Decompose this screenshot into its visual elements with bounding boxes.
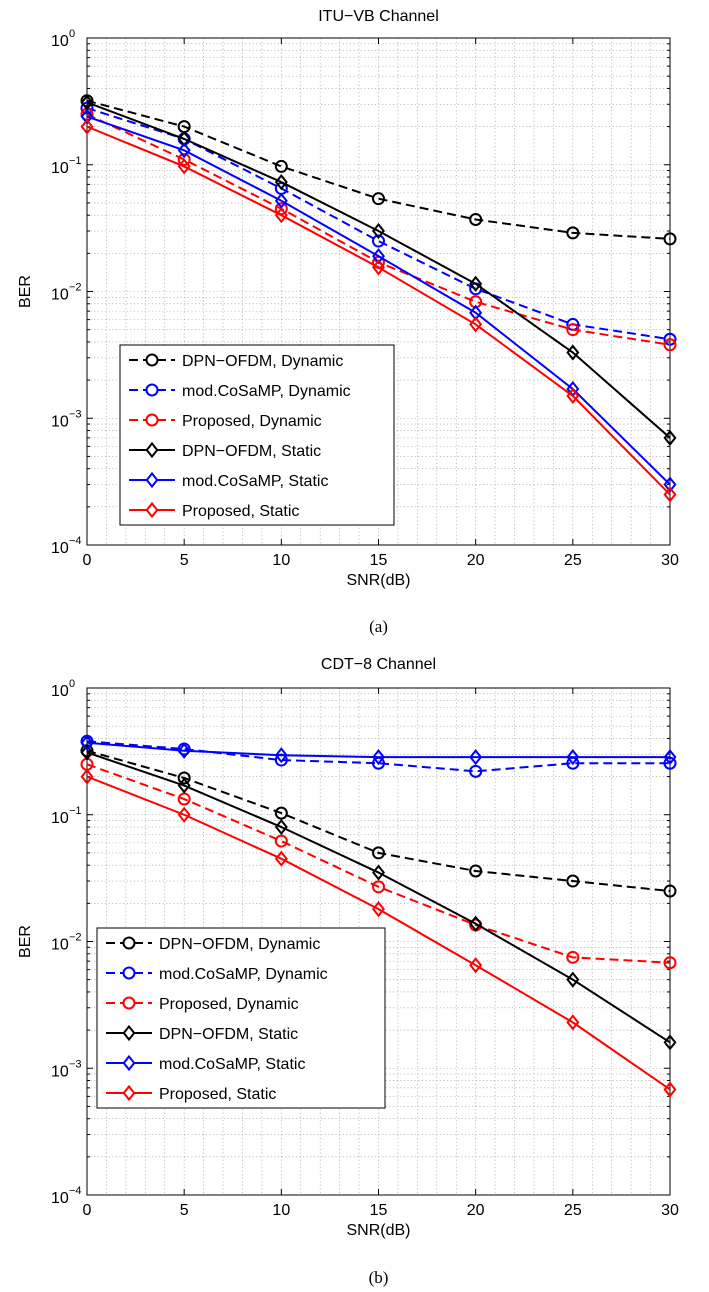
x-tick-label: 5 xyxy=(180,1202,189,1219)
y-tick-label-base: 10 xyxy=(51,683,69,700)
legend-swatch-marker xyxy=(147,355,158,366)
legend: DPN−OFDM, Dynamic mod.CoSaMP, Dynamic Prop… xyxy=(97,928,385,1108)
y-tick-label-base: 10 xyxy=(51,1063,69,1080)
x-tick-label: 25 xyxy=(564,552,582,569)
y-tick-label-exponent: −2 xyxy=(69,932,82,944)
legend-label: mod.CoSaMP, Static xyxy=(182,473,328,490)
legend-label: DPN−OFDM, Static xyxy=(182,443,321,460)
y-tick-label-exponent: −4 xyxy=(69,535,82,547)
x-tick-label: 25 xyxy=(564,1202,582,1219)
legend-box xyxy=(120,345,394,525)
legend-label: mod.CoSaMP, Dynamic xyxy=(159,966,328,983)
x-axis-label: SNR(dB) xyxy=(346,1222,410,1239)
figure-caption: (b) xyxy=(369,1268,389,1287)
x-tick-label: 10 xyxy=(272,552,290,569)
figure-caption: (a) xyxy=(369,617,388,636)
legend-label: DPN−OFDM, Dynamic xyxy=(159,936,320,953)
y-tick-label-base: 10 xyxy=(51,1190,69,1207)
legend-label: Proposed, Static xyxy=(159,1086,276,1103)
legend-label: DPN−OFDM, Dynamic xyxy=(182,353,343,370)
y-tick-label-exponent: −1 xyxy=(69,805,82,817)
legend-swatch-marker xyxy=(147,385,158,396)
legend-label: Proposed, Dynamic xyxy=(182,413,322,430)
x-tick-label: 30 xyxy=(661,552,679,569)
y-tick-label-base: 10 xyxy=(51,413,69,430)
x-tick-label: 5 xyxy=(180,552,189,569)
legend-label: mod.CoSaMP, Dynamic xyxy=(182,383,351,400)
y-axis-label: BER xyxy=(17,275,34,308)
y-tick-label-exponent: −4 xyxy=(69,1185,82,1197)
y-tick-label-base: 10 xyxy=(51,540,69,557)
legend-label: mod.CoSaMP, Static xyxy=(159,1056,305,1073)
y-tick-label-base: 10 xyxy=(51,937,69,954)
x-tick-label: 30 xyxy=(661,1202,679,1219)
y-tick-label-exponent: −3 xyxy=(69,1058,82,1070)
y-tick-label-base: 10 xyxy=(51,160,69,177)
legend-swatch-marker xyxy=(124,968,135,979)
x-tick-label: 15 xyxy=(370,552,388,569)
legend-box xyxy=(97,928,385,1108)
y-tick-label-exponent: −2 xyxy=(69,282,82,294)
legend-swatch-marker xyxy=(124,938,135,949)
chart-title: ITU−VB Channel xyxy=(318,8,439,25)
y-axis-label: BER xyxy=(17,925,34,958)
x-tick-label: 10 xyxy=(272,1202,290,1219)
x-tick-label: 0 xyxy=(83,1202,92,1219)
y-tick-label-exponent: 0 xyxy=(69,28,75,40)
legend-swatch-marker xyxy=(124,998,135,1009)
y-tick-label-base: 10 xyxy=(51,287,69,304)
y-tick-label-exponent: −1 xyxy=(69,155,82,167)
x-tick-label: 15 xyxy=(370,1202,388,1219)
y-tick-label-base: 10 xyxy=(51,810,69,827)
legend: DPN−OFDM, Dynamic mod.CoSaMP, Dynamic Prop… xyxy=(120,345,394,525)
x-tick-label: 0 xyxy=(83,552,92,569)
legend-label: Proposed, Static xyxy=(182,503,299,520)
x-tick-label: 20 xyxy=(467,552,485,569)
legend-swatch-marker xyxy=(147,415,158,426)
x-tick-label: 20 xyxy=(467,1202,485,1219)
y-tick-label-exponent: −3 xyxy=(69,408,82,420)
x-axis-label: SNR(dB) xyxy=(346,572,410,589)
y-tick-label-base: 10 xyxy=(51,33,69,50)
y-tick-label-exponent: 0 xyxy=(69,678,75,690)
legend-label: DPN−OFDM, Static xyxy=(159,1026,298,1043)
chart-title: CDT−8 Channel xyxy=(321,656,436,673)
legend-label: Proposed, Dynamic xyxy=(159,996,299,1013)
